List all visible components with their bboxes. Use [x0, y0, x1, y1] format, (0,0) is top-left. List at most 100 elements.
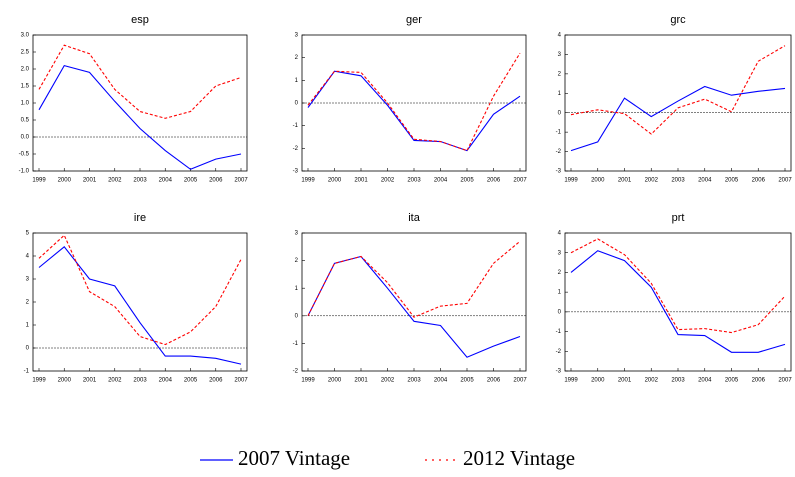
x-tick-label: 2004: [159, 178, 173, 184]
x-tick-label: 1999: [564, 378, 578, 384]
x-tick-label: 2004: [159, 378, 173, 384]
y-tick-label: 2: [295, 258, 299, 264]
y-tick-label: -1: [556, 130, 562, 136]
x-tick-label: 2003: [133, 178, 147, 184]
x-tick-label: 2001: [354, 178, 368, 184]
x-tick-label: 2003: [407, 178, 421, 184]
y-tick-label: 0: [558, 309, 562, 315]
y-tick-label: 1: [295, 286, 299, 292]
y-tick-label: 0.0: [21, 135, 30, 141]
x-tick-label: 2007: [778, 378, 792, 384]
y-tick-label: 3: [558, 52, 562, 58]
y-tick-label: 4: [558, 33, 562, 39]
x-tick-label: 2005: [460, 378, 474, 384]
plot-frame: [32, 232, 248, 372]
x-tick-label: 2007: [778, 178, 792, 184]
x-tick-label: 2002: [108, 178, 122, 184]
x-tick-label: 2005: [725, 378, 739, 384]
x-tick-label: 2006: [209, 378, 223, 384]
y-tick-label: -1: [293, 341, 299, 347]
x-tick-label: 2002: [381, 178, 395, 184]
x-tick-label: 2000: [58, 378, 72, 384]
chart-title: esp: [131, 14, 149, 26]
x-tick-label: 1999: [32, 178, 46, 184]
y-tick-label: -2: [556, 149, 562, 155]
x-tick-label: 2002: [381, 378, 395, 384]
chart-title: ger: [406, 14, 422, 26]
x-tick-label: 2004: [434, 378, 448, 384]
y-tick-label: 1: [558, 290, 562, 296]
chart-title: ita: [408, 212, 421, 224]
x-tick-label: 2004: [698, 178, 712, 184]
x-tick-label: 2006: [752, 378, 766, 384]
y-tick-label: -2: [293, 146, 299, 152]
chart-title: ire: [134, 212, 146, 224]
x-tick-label: 1999: [301, 178, 315, 184]
y-tick-label: -3: [293, 169, 299, 175]
x-tick-label: 2005: [184, 378, 198, 384]
y-tick-label: -2: [293, 369, 299, 375]
x-tick-label: 2007: [513, 178, 527, 184]
plot-frame: [32, 34, 248, 172]
x-tick-label: 2001: [83, 378, 97, 384]
plot-frame: [301, 232, 527, 372]
series-line: [38, 64, 242, 170]
y-tick-label: -1: [293, 123, 299, 129]
x-tick-label: 2006: [487, 378, 501, 384]
y-tick-label: 1: [558, 91, 562, 97]
y-tick-label: 1: [295, 78, 299, 84]
x-tick-label: 2006: [487, 178, 501, 184]
y-tick-label: 5: [26, 231, 30, 237]
y-tick-label: -2: [556, 349, 562, 355]
series-line: [307, 240, 521, 318]
y-tick-label: -1: [24, 369, 30, 375]
y-tick-label: 2.5: [21, 50, 30, 56]
x-tick-label: 2005: [184, 178, 198, 184]
series-line: [570, 250, 786, 353]
y-tick-label: 2: [558, 270, 562, 276]
x-tick-label: 2000: [328, 178, 342, 184]
y-tick-label: 3: [558, 250, 562, 256]
series-line: [38, 246, 242, 365]
x-tick-label: 2000: [591, 178, 605, 184]
y-tick-label: 4: [26, 254, 30, 260]
x-tick-label: 2001: [618, 178, 632, 184]
y-tick-label: 2: [26, 300, 30, 306]
x-tick-label: 2006: [209, 178, 223, 184]
plot-frame: [564, 34, 792, 172]
x-tick-label: 2003: [133, 378, 147, 384]
x-tick-label: 2001: [83, 178, 97, 184]
y-tick-label: 3: [295, 33, 299, 39]
y-tick-label: 1.0: [21, 101, 30, 107]
y-tick-label: -3: [556, 169, 562, 175]
y-tick-label: 2: [558, 71, 562, 77]
series-line: [570, 45, 786, 135]
y-tick-label: 2.0: [21, 67, 30, 73]
chart-title: grc: [670, 14, 686, 26]
x-tick-label: 2007: [234, 178, 248, 184]
x-tick-label: 2004: [434, 178, 448, 184]
y-tick-label: -0.5: [19, 152, 30, 158]
x-tick-label: 2000: [58, 178, 72, 184]
x-tick-label: 2005: [725, 178, 739, 184]
x-tick-label: 2002: [645, 378, 659, 384]
series-line: [570, 238, 786, 334]
x-tick-label: 2000: [328, 378, 342, 384]
x-tick-label: 2002: [108, 378, 122, 384]
y-tick-label: 0: [26, 346, 30, 352]
x-tick-label: 2003: [407, 378, 421, 384]
legend-label: 2007 Vintage: [238, 446, 350, 470]
x-tick-label: 1999: [32, 378, 46, 384]
y-tick-label: 1: [26, 323, 30, 329]
series-line: [38, 44, 242, 119]
y-tick-label: -1.0: [19, 169, 30, 175]
y-tick-label: 0: [295, 313, 299, 319]
x-tick-label: 2005: [460, 178, 474, 184]
x-tick-label: 2003: [671, 378, 685, 384]
y-tick-label: 0: [295, 101, 299, 107]
x-tick-label: 2006: [752, 178, 766, 184]
legend-label: 2012 Vintage: [463, 446, 575, 470]
y-tick-label: 3.0: [21, 33, 30, 39]
x-tick-label: 1999: [301, 378, 315, 384]
